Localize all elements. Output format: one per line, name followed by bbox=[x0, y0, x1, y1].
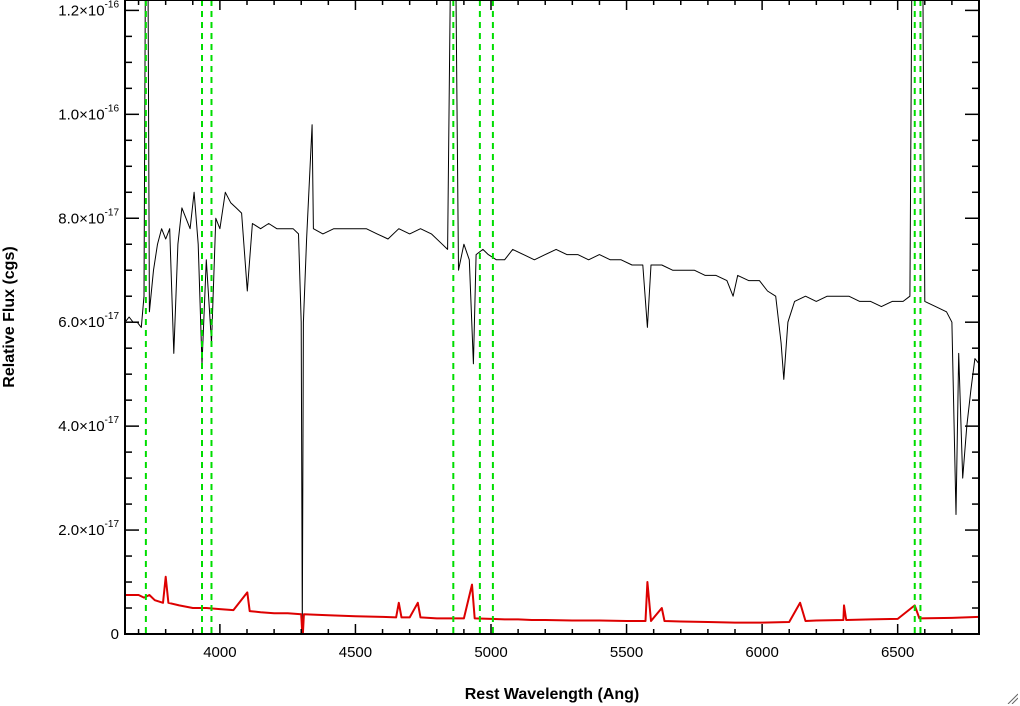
y-tick-label: 1.2×10-16 bbox=[58, 0, 119, 19]
x-tick-label: 6000 bbox=[745, 644, 778, 661]
y-tick-mantissa: 2.0×10 bbox=[58, 522, 104, 539]
x-tick-label: 6500 bbox=[881, 644, 914, 661]
series-line-2 bbox=[125, 575, 979, 634]
y-tick-label: 1.0×10-16 bbox=[58, 103, 119, 123]
y-tick-label: 4.0×10-17 bbox=[58, 415, 119, 435]
resize-grip-icon[interactable] bbox=[1006, 692, 1018, 704]
x-tick-label: 5000 bbox=[474, 644, 507, 661]
x-tick-label: 5500 bbox=[610, 644, 643, 661]
y-tick-label: 6.0×10-17 bbox=[58, 311, 119, 331]
y-tick-label: 0 bbox=[111, 626, 119, 643]
y-tick-mantissa: 0 bbox=[111, 626, 119, 643]
x-tick-label: 4000 bbox=[203, 644, 236, 661]
x-axis-title: Rest Wavelength (Ang) bbox=[465, 686, 640, 703]
series-layer bbox=[125, 0, 979, 634]
plot-frame bbox=[124, 0, 980, 635]
axis-ticks: 4000 4500 5000 5500 6000 650002.0×10-174.0×10… bbox=[58, 0, 980, 661]
y-tick-exponent: -17 bbox=[105, 519, 120, 530]
y-tick-exponent: -17 bbox=[105, 311, 120, 322]
y-tick-exponent: -17 bbox=[105, 207, 120, 218]
y-tick-mantissa: 6.0×10 bbox=[58, 314, 104, 331]
y-tick-exponent: -16 bbox=[105, 0, 120, 10]
y-tick-mantissa: 1.0×10 bbox=[58, 106, 104, 123]
series-line-1 bbox=[125, 0, 979, 630]
y-tick-label: 2.0×10-17 bbox=[58, 519, 119, 539]
y-tick-label: 8.0×10-17 bbox=[58, 207, 119, 227]
y-tick-exponent: -17 bbox=[105, 415, 120, 426]
emission-line-markers bbox=[144, 0, 922, 634]
x-tick-label: 4500 bbox=[339, 644, 372, 661]
y-tick-exponent: -16 bbox=[105, 103, 120, 114]
y-tick-mantissa: 1.2×10 bbox=[58, 2, 104, 19]
y-tick-mantissa: 4.0×10 bbox=[58, 418, 104, 435]
y-axis-title: Relative Flux (cgs) bbox=[1, 246, 18, 387]
y-tick-mantissa: 8.0×10 bbox=[58, 210, 104, 227]
